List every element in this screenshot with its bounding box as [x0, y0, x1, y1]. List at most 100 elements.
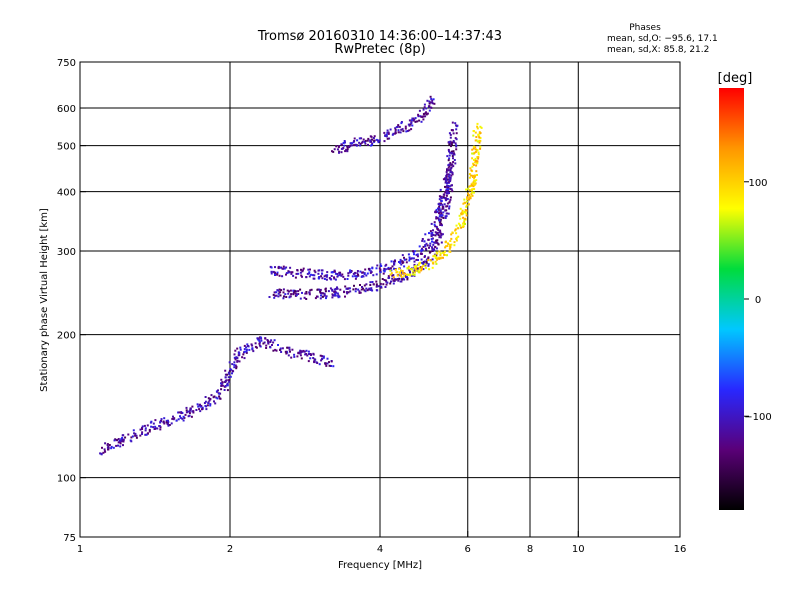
data-point	[421, 247, 423, 250]
data-point	[277, 344, 279, 346]
data-point	[314, 271, 317, 274]
data-point	[465, 214, 468, 217]
data-point	[454, 137, 457, 140]
data-point	[450, 237, 453, 240]
data-point	[336, 286, 338, 289]
data-point	[131, 435, 134, 438]
data-point	[455, 236, 458, 239]
data-point	[405, 130, 408, 133]
data-point	[321, 358, 324, 361]
data-point	[323, 275, 326, 278]
data-point	[474, 139, 477, 142]
data-point	[363, 284, 366, 287]
data-point	[441, 205, 444, 208]
data-point	[209, 403, 212, 406]
data-point	[448, 178, 451, 181]
data-point	[385, 263, 388, 266]
data-point	[439, 231, 442, 233]
data-point	[349, 270, 352, 273]
data-point	[442, 256, 444, 259]
data-point	[408, 269, 411, 272]
data-point	[411, 117, 414, 120]
data-point	[285, 272, 288, 275]
data-point	[280, 289, 283, 292]
data-point	[475, 164, 478, 167]
data-point	[297, 272, 300, 275]
data-point	[474, 148, 477, 151]
data-point	[192, 410, 195, 413]
data-point	[452, 150, 455, 153]
data-point	[303, 296, 306, 299]
data-point	[413, 263, 416, 266]
data-point	[447, 185, 450, 187]
data-point	[460, 226, 463, 229]
data-point	[205, 408, 208, 411]
data-point	[348, 146, 351, 149]
data-point	[134, 434, 137, 437]
data-point	[321, 272, 324, 275]
data-point	[130, 436, 133, 439]
data-point	[403, 265, 406, 268]
data-point	[448, 157, 451, 160]
data-point	[316, 288, 319, 291]
data-point	[213, 395, 216, 398]
data-point	[472, 181, 475, 184]
x-tick-label: 8	[527, 544, 533, 555]
data-point	[474, 161, 477, 164]
data-point	[439, 236, 442, 239]
data-point	[323, 292, 326, 295]
data-point	[363, 289, 366, 292]
data-point	[361, 141, 364, 144]
data-point	[366, 272, 369, 275]
data-point	[403, 272, 406, 275]
data-point	[406, 278, 409, 281]
data-point	[215, 396, 218, 399]
data-point	[449, 244, 452, 247]
data-point	[435, 256, 438, 259]
data-point	[304, 353, 307, 356]
data-point	[445, 197, 448, 200]
data-point	[203, 402, 206, 404]
data-point	[413, 250, 416, 253]
data-point	[438, 219, 441, 222]
data-point	[204, 396, 207, 398]
data-point	[353, 284, 355, 287]
data-point	[337, 274, 340, 277]
data-point	[478, 131, 481, 134]
data-point	[459, 207, 462, 210]
data-point	[443, 253, 446, 256]
data-point	[324, 274, 327, 277]
data-point	[452, 132, 455, 135]
data-point	[135, 436, 138, 439]
data-point	[416, 120, 419, 123]
data-point	[350, 144, 353, 147]
data-point	[154, 427, 157, 430]
data-point	[450, 141, 453, 144]
data-point	[408, 124, 411, 127]
data-point	[471, 182, 474, 185]
data-point	[280, 351, 283, 353]
data-point	[434, 241, 437, 244]
data-point	[276, 273, 279, 276]
data-point	[408, 119, 411, 122]
data-point	[220, 388, 223, 391]
data-point	[402, 130, 405, 133]
data-point	[220, 384, 223, 387]
data-point	[355, 144, 358, 147]
data-point	[476, 174, 478, 176]
data-point	[372, 274, 375, 277]
data-point	[452, 165, 455, 168]
data-point	[464, 201, 467, 204]
data-point	[428, 268, 431, 271]
data-point	[171, 417, 174, 420]
data-point	[446, 155, 449, 158]
data-point	[331, 296, 334, 299]
data-point	[426, 112, 429, 115]
data-point	[420, 269, 423, 272]
data-point	[342, 142, 345, 144]
data-point	[437, 207, 439, 210]
data-point	[432, 98, 435, 101]
data-point	[432, 234, 435, 236]
data-point	[376, 289, 379, 292]
data-point	[199, 410, 202, 413]
